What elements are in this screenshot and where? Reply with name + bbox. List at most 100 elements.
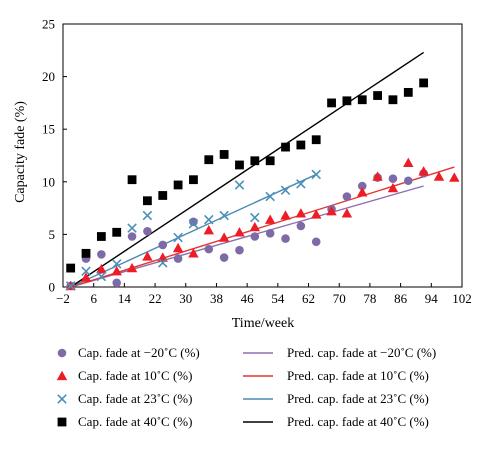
legend-label: Pred. cap. fade at 40˚C (%) <box>287 414 429 429</box>
data-point <box>96 232 106 241</box>
legend-marker <box>57 348 67 358</box>
data-point <box>265 229 275 238</box>
data-point <box>296 179 306 189</box>
data-point <box>81 266 91 276</box>
data-point <box>280 185 291 195</box>
legend-label: Cap. fade at −20˚C (%) <box>78 345 200 360</box>
data-point <box>311 237 321 247</box>
data-point <box>127 232 137 241</box>
legend-label: Pred. cap. fade at 23˚C (%) <box>287 391 429 406</box>
data-point <box>235 245 244 255</box>
data-point <box>403 176 413 186</box>
data-point <box>281 142 290 152</box>
legend: Cap. fade at −20˚C (%) Cap. fade at 10˚C … <box>56 345 436 429</box>
data-point <box>97 250 106 259</box>
data-point <box>250 212 260 223</box>
data-point <box>204 155 214 165</box>
x-tick-label: 6 <box>90 291 97 306</box>
measured-series <box>66 78 429 273</box>
data-point <box>65 281 76 291</box>
legend-marker <box>56 370 68 381</box>
data-point <box>281 234 290 243</box>
data-point <box>403 87 413 97</box>
y-tick-label: 25 <box>42 17 55 32</box>
data-point <box>142 251 153 261</box>
data-point <box>326 206 337 216</box>
x-tick-label: 102 <box>452 291 472 306</box>
x-tick-label: 30 <box>179 291 192 306</box>
y-tick-label: 15 <box>42 122 55 137</box>
prediction-series <box>70 185 424 288</box>
data-point <box>143 226 152 236</box>
legend-item: Cap. fade at −20˚C (%) <box>57 345 200 360</box>
data-point <box>250 232 260 241</box>
data-point <box>66 263 76 273</box>
legend-item: Pred. cap. fade at 23˚C (%) <box>243 391 429 406</box>
legend-item: Pred. cap. fade at −20˚C (%) <box>243 345 436 360</box>
plot-area <box>62 23 463 288</box>
legend-marker <box>57 394 67 404</box>
data-point <box>96 263 107 274</box>
data-point <box>311 209 322 219</box>
data-point <box>311 135 321 145</box>
data-point <box>449 172 460 182</box>
data-point <box>280 210 291 220</box>
data-point <box>342 192 352 201</box>
legend-item: Cap. fade at 10˚C (%) <box>56 368 192 383</box>
data-point <box>235 160 244 170</box>
data-point <box>403 157 414 168</box>
data-point <box>173 180 183 190</box>
x-tick-label: 86 <box>394 291 408 306</box>
y-tick-label: 0 <box>49 280 56 295</box>
data-point <box>265 156 275 166</box>
data-point <box>357 95 367 105</box>
legend-item: Cap. fade at 23˚C (%) <box>57 391 192 406</box>
x-tick-label: 78 <box>363 291 376 306</box>
x-tick-label: −2 <box>56 291 70 306</box>
data-point <box>295 208 307 218</box>
data-point <box>157 258 168 268</box>
legend-label: Cap. fade at 40˚C (%) <box>78 414 192 429</box>
data-point <box>127 223 137 233</box>
prediction-series <box>70 173 317 288</box>
data-point <box>112 278 122 288</box>
y-tick-label: 20 <box>42 69 55 84</box>
data-point <box>219 150 229 159</box>
prediction-line <box>70 185 424 288</box>
data-point <box>433 171 445 181</box>
data-point <box>296 221 306 231</box>
data-point <box>250 156 260 166</box>
data-point <box>158 240 168 250</box>
data-marks <box>65 51 460 291</box>
x-tick-label: 38 <box>210 291 223 306</box>
data-point <box>387 182 399 193</box>
data-point <box>189 175 198 185</box>
data-point <box>342 96 352 106</box>
data-point <box>111 266 122 276</box>
legend-label: Pred. cap. fade at −20˚C (%) <box>287 345 436 360</box>
x-tick-label: 54 <box>271 291 285 306</box>
y-tick-label: 10 <box>42 174 55 189</box>
data-point <box>173 232 183 243</box>
data-point <box>219 210 229 221</box>
prediction-series <box>70 166 455 288</box>
data-point <box>418 166 429 176</box>
data-point <box>173 254 183 263</box>
measured-series <box>65 169 321 291</box>
data-point <box>111 259 122 269</box>
data-point <box>219 253 229 262</box>
data-point <box>234 180 245 190</box>
data-point <box>296 140 306 150</box>
data-point <box>264 214 276 224</box>
data-point <box>188 219 199 229</box>
data-point <box>80 272 92 282</box>
legend-item: Pred. cap. fade at 40˚C (%) <box>243 414 429 429</box>
measured-series <box>65 157 460 291</box>
data-point <box>373 91 382 100</box>
data-point <box>96 271 107 282</box>
data-point <box>419 78 429 88</box>
data-point <box>265 191 275 202</box>
data-point <box>311 169 321 180</box>
data-point <box>357 181 367 191</box>
